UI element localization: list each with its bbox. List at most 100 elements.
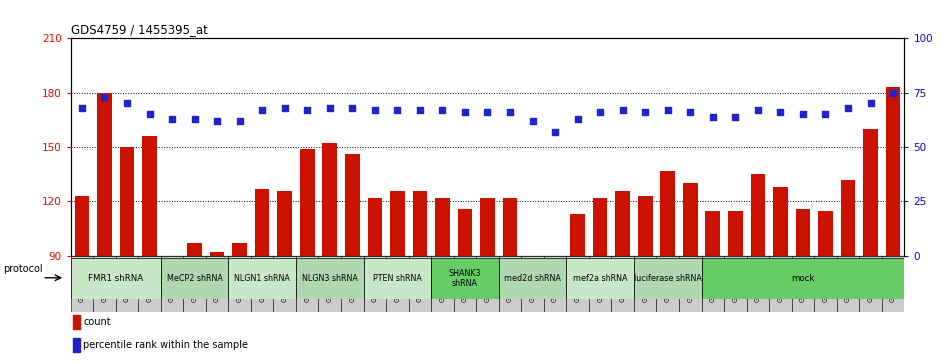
Point xyxy=(458,109,473,115)
FancyBboxPatch shape xyxy=(93,256,116,312)
Text: GSM1145789: GSM1145789 xyxy=(732,258,739,302)
Point xyxy=(413,107,428,113)
Bar xyxy=(863,129,878,256)
Point xyxy=(479,109,495,115)
Bar xyxy=(570,214,585,256)
FancyBboxPatch shape xyxy=(431,258,498,299)
FancyBboxPatch shape xyxy=(724,256,747,312)
Text: GSM1145777: GSM1145777 xyxy=(462,258,468,302)
FancyBboxPatch shape xyxy=(386,256,409,312)
Bar xyxy=(300,149,315,256)
Point xyxy=(638,109,653,115)
Point xyxy=(706,114,721,119)
Bar xyxy=(277,191,292,256)
Point xyxy=(863,101,878,106)
Text: GSM1145788: GSM1145788 xyxy=(710,258,716,302)
Text: GSM1145759: GSM1145759 xyxy=(147,258,153,302)
Point xyxy=(525,118,540,124)
Point xyxy=(728,114,743,119)
Text: FMR1 shRNA: FMR1 shRNA xyxy=(89,274,143,283)
Point xyxy=(570,116,585,122)
Text: luciferase shRNA: luciferase shRNA xyxy=(634,274,702,283)
FancyBboxPatch shape xyxy=(161,256,184,312)
Text: GSM1145757: GSM1145757 xyxy=(102,258,107,302)
Text: GSM1145760: GSM1145760 xyxy=(755,258,761,302)
Point xyxy=(772,109,788,115)
FancyBboxPatch shape xyxy=(544,256,566,312)
Text: GSM1145771: GSM1145771 xyxy=(327,258,333,302)
Bar xyxy=(840,180,855,256)
Text: GSM1145766: GSM1145766 xyxy=(214,258,220,302)
FancyBboxPatch shape xyxy=(859,256,882,312)
Bar xyxy=(73,315,80,329)
Text: MeCP2 shRNA: MeCP2 shRNA xyxy=(167,274,222,283)
Bar xyxy=(593,198,608,256)
FancyBboxPatch shape xyxy=(71,256,93,312)
Bar xyxy=(638,196,653,256)
Text: percentile rank within the sample: percentile rank within the sample xyxy=(83,340,248,350)
Text: GSM1145787: GSM1145787 xyxy=(688,258,693,302)
Point xyxy=(885,90,901,95)
Text: NLGN3 shRNA: NLGN3 shRNA xyxy=(301,274,358,283)
Text: GDS4759 / 1455395_at: GDS4759 / 1455395_at xyxy=(71,23,207,36)
Point xyxy=(187,116,203,122)
Point xyxy=(502,109,517,115)
FancyBboxPatch shape xyxy=(814,256,836,312)
Text: GSM1145786: GSM1145786 xyxy=(665,258,671,302)
Point xyxy=(232,118,247,124)
Text: GSM1145769: GSM1145769 xyxy=(282,258,287,302)
FancyBboxPatch shape xyxy=(431,256,454,312)
Bar xyxy=(773,187,788,256)
Text: GSM1145761: GSM1145761 xyxy=(777,258,784,302)
Bar xyxy=(683,183,698,256)
Point xyxy=(142,111,157,117)
FancyBboxPatch shape xyxy=(138,256,161,312)
Bar xyxy=(142,136,156,256)
Text: GSM1145756: GSM1145756 xyxy=(79,258,85,302)
Bar xyxy=(74,196,89,256)
Text: count: count xyxy=(83,317,111,327)
Bar xyxy=(187,243,202,256)
FancyBboxPatch shape xyxy=(364,258,431,299)
Point xyxy=(840,105,855,111)
Text: mock: mock xyxy=(791,274,815,283)
FancyBboxPatch shape xyxy=(409,256,431,312)
FancyBboxPatch shape xyxy=(296,256,318,312)
FancyBboxPatch shape xyxy=(206,256,228,312)
FancyBboxPatch shape xyxy=(71,258,161,299)
Text: protocol: protocol xyxy=(4,264,43,274)
FancyBboxPatch shape xyxy=(364,256,386,312)
Text: GSM1145762: GSM1145762 xyxy=(800,258,806,302)
FancyBboxPatch shape xyxy=(634,256,657,312)
Bar xyxy=(885,87,901,256)
Bar xyxy=(322,143,337,256)
FancyBboxPatch shape xyxy=(251,256,273,312)
Text: GSM1145767: GSM1145767 xyxy=(236,258,243,302)
Point xyxy=(615,107,630,113)
Bar xyxy=(796,209,810,256)
Point xyxy=(345,105,360,111)
Point xyxy=(254,107,269,113)
Bar xyxy=(255,189,269,256)
Point xyxy=(660,107,675,113)
Point xyxy=(74,105,89,111)
Bar xyxy=(503,198,517,256)
Text: GSM1145785: GSM1145785 xyxy=(642,258,648,302)
FancyBboxPatch shape xyxy=(566,256,589,312)
FancyBboxPatch shape xyxy=(498,256,521,312)
Point xyxy=(209,118,224,124)
Text: med2d shRNA: med2d shRNA xyxy=(504,274,561,283)
FancyBboxPatch shape xyxy=(161,258,228,299)
Point xyxy=(547,129,562,135)
FancyBboxPatch shape xyxy=(611,256,634,312)
FancyBboxPatch shape xyxy=(498,258,566,299)
Point xyxy=(818,111,833,117)
FancyBboxPatch shape xyxy=(679,256,702,312)
FancyBboxPatch shape xyxy=(634,258,702,299)
Bar xyxy=(233,243,247,256)
Text: GSM1145765: GSM1145765 xyxy=(191,258,198,302)
FancyBboxPatch shape xyxy=(791,256,814,312)
Text: GSM1145942: GSM1145942 xyxy=(845,258,851,302)
FancyBboxPatch shape xyxy=(589,256,611,312)
Bar xyxy=(345,154,360,256)
